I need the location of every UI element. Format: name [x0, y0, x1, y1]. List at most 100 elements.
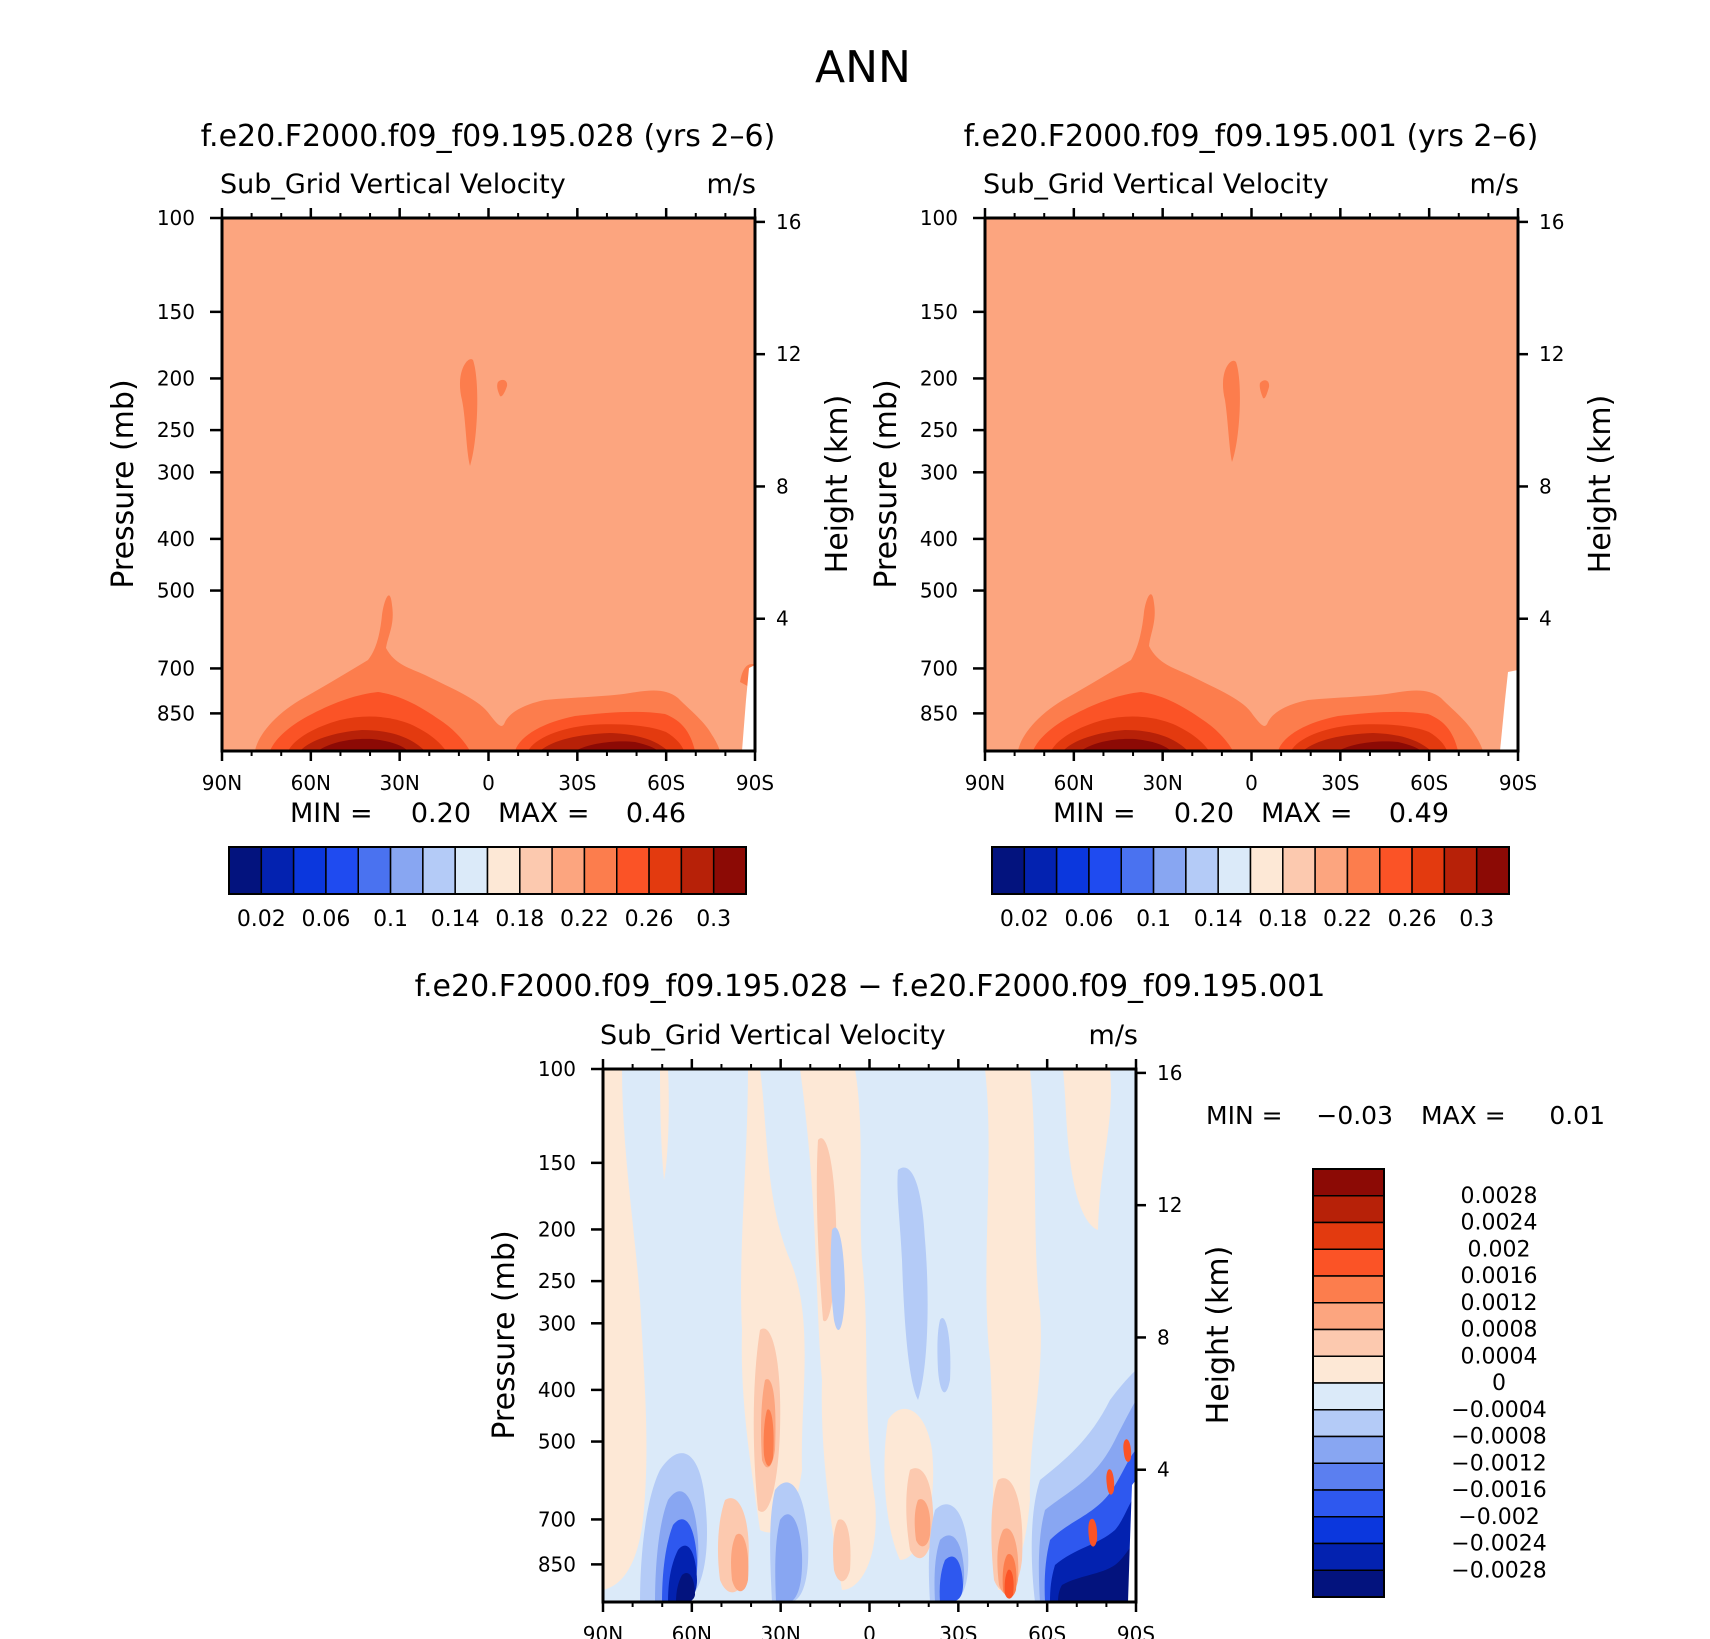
panel-diff-axes: 90N 60N 30N 0 30S 60S 90S 100 150 200 250 300 400 500…	[538, 1057, 1183, 1639]
x-tick-label: 90N	[202, 771, 242, 795]
panel-diff-variable: Sub_Grid Vertical Velocity	[600, 1020, 946, 1051]
colorbar-label: 0.22	[560, 907, 609, 932]
y2-tick-label: 12	[776, 342, 801, 366]
colorbar-label: 0.0028	[1461, 1184, 1538, 1209]
panel-diff-min-value: −0.03	[1316, 1101, 1393, 1130]
x-tick-label: 90S	[1499, 771, 1537, 795]
y-tick-label: 850	[538, 1552, 576, 1576]
field-contour	[1123, 1439, 1132, 1462]
y-tick-label: 700	[157, 656, 195, 680]
panel-right-min-value: 0.20	[1174, 798, 1234, 829]
colorbar-label: 0.0012	[1461, 1291, 1538, 1316]
colorbar-label: 0.14	[431, 907, 480, 932]
x-tick-label: 30S	[1321, 771, 1359, 795]
field-contour	[1081, 738, 1171, 751]
panel-right: f.e20.F2000.f09_f09.195.001 (yrs 2–6) Su…	[869, 119, 1618, 932]
colorbar-box	[486, 846, 521, 895]
colorbar-box	[616, 846, 650, 895]
panel-left-colorbar: 0.02 0.06 0.1 0.14 0.18 0.22 0.26 0.3	[228, 846, 747, 932]
colorbar-box	[1312, 1328, 1385, 1357]
panel-diff: f.e20.F2000.f09_f09.195.028 − f.e20.F200…	[415, 969, 1605, 1639]
colorbar-box	[292, 846, 327, 895]
x-tick-label: 60N	[291, 771, 331, 795]
colorbar-box	[1312, 1516, 1385, 1545]
y-tick-label: 700	[920, 656, 958, 680]
panel-left-units: m/s	[707, 169, 756, 200]
panel-left-max-value: 0.46	[626, 798, 686, 829]
y-tick-label: 100	[157, 206, 195, 230]
colorbar-label: 0.14	[1194, 907, 1243, 932]
y-tick-label: 500	[538, 1430, 576, 1454]
panel-right-units: m/s	[1470, 169, 1519, 200]
x-tick-label: 60N	[672, 1622, 712, 1639]
colorbar-box	[422, 846, 456, 895]
field-contour	[1088, 1518, 1098, 1547]
colorbar-box	[1312, 1195, 1385, 1224]
x-tick-label: 0	[863, 1622, 876, 1639]
field-background	[222, 218, 755, 751]
colorbar-box	[583, 846, 618, 895]
y-tick-label: 250	[920, 418, 958, 442]
colorbar-box	[1312, 1275, 1385, 1304]
panel-left-min-label: MIN =	[290, 798, 373, 829]
y-tick-label: 150	[538, 1151, 576, 1175]
panel-right-y2label: Height (km)	[1583, 395, 1618, 574]
y-tick-label: 250	[157, 418, 195, 442]
colorbar-box	[1475, 846, 1510, 895]
colorbar-box	[680, 846, 715, 895]
panel-diff-colorbar: 0.00280.00240.0020.00160.00120.00080.000…	[1312, 1168, 1547, 1598]
colorbar-box	[1120, 846, 1155, 895]
y-tick-label: 700	[538, 1507, 576, 1531]
panel-right-min-label: MIN =	[1053, 798, 1136, 829]
field-contour	[830, 1227, 845, 1330]
colorbar-box	[1055, 846, 1090, 895]
y-tick-label: 400	[538, 1378, 576, 1402]
colorbar-box	[1249, 846, 1284, 895]
y2-tick-label: 8	[1539, 474, 1552, 498]
field-contour	[1106, 1469, 1115, 1495]
y-tick-label: 200	[920, 366, 958, 390]
colorbar-label: 0.0004	[1461, 1344, 1538, 1369]
panel-diff-min-label: MIN =	[1206, 1101, 1283, 1130]
colorbar-box	[712, 846, 747, 895]
field-contour	[985, 1069, 1041, 1590]
panel-right-title: f.e20.F2000.f09_f09.195.001 (yrs 2–6)	[964, 119, 1539, 154]
panel-diff-ylabel: Pressure (mb)	[487, 1230, 522, 1439]
x-tick-label: 60N	[1054, 771, 1094, 795]
colorbar-label: 0.02	[1000, 907, 1049, 932]
y2-tick-label: 4	[1157, 1458, 1170, 1482]
field-contour	[775, 1514, 803, 1602]
colorbar-label: 0.1	[373, 907, 408, 932]
panel-left-max-label: MAX =	[498, 798, 589, 829]
x-tick-label: 90N	[965, 771, 1005, 795]
colorbar-label: 0.26	[625, 907, 674, 932]
y-tick-label: 500	[157, 579, 195, 603]
colorbar-box	[389, 846, 424, 895]
colorbar-box	[1312, 1462, 1385, 1491]
colorbar-box	[260, 846, 295, 895]
panel-left-title: f.e20.F2000.f09_f09.195.028 (yrs 2–6)	[201, 119, 776, 154]
colorbar-box	[1023, 846, 1058, 895]
y-tick-label: 300	[920, 460, 958, 484]
field-contour	[914, 1499, 931, 1547]
y-tick-label: 400	[920, 527, 958, 551]
x-tick-label: 90N	[583, 1622, 623, 1639]
panel-right-variable: Sub_Grid Vertical Velocity	[983, 169, 1329, 200]
y-tick-label: 150	[920, 300, 958, 324]
colorbar-label: −0.0012	[1451, 1451, 1546, 1476]
field-missing	[1500, 670, 1518, 751]
colorbar-box	[1312, 1168, 1385, 1197]
colorbar-box	[357, 846, 392, 895]
x-tick-label: 30S	[558, 771, 596, 795]
panel-left-axes: 90N 60N 30N 0 30S 60S 90S 100 150 200 250 300 400 500…	[157, 206, 802, 795]
colorbar-label: 0.3	[696, 907, 731, 932]
panel-left-min-value: 0.20	[411, 798, 471, 829]
y-tick-label: 500	[920, 579, 958, 603]
colorbar-label: 0.0008	[1461, 1318, 1538, 1343]
colorbar-label: −0.0004	[1451, 1398, 1546, 1423]
field-contour	[459, 359, 478, 466]
y2-tick-label: 16	[1157, 1061, 1182, 1085]
field-contour	[1259, 380, 1270, 399]
y-tick-label: 300	[157, 460, 195, 484]
panel-right-max-value: 0.49	[1389, 798, 1449, 829]
